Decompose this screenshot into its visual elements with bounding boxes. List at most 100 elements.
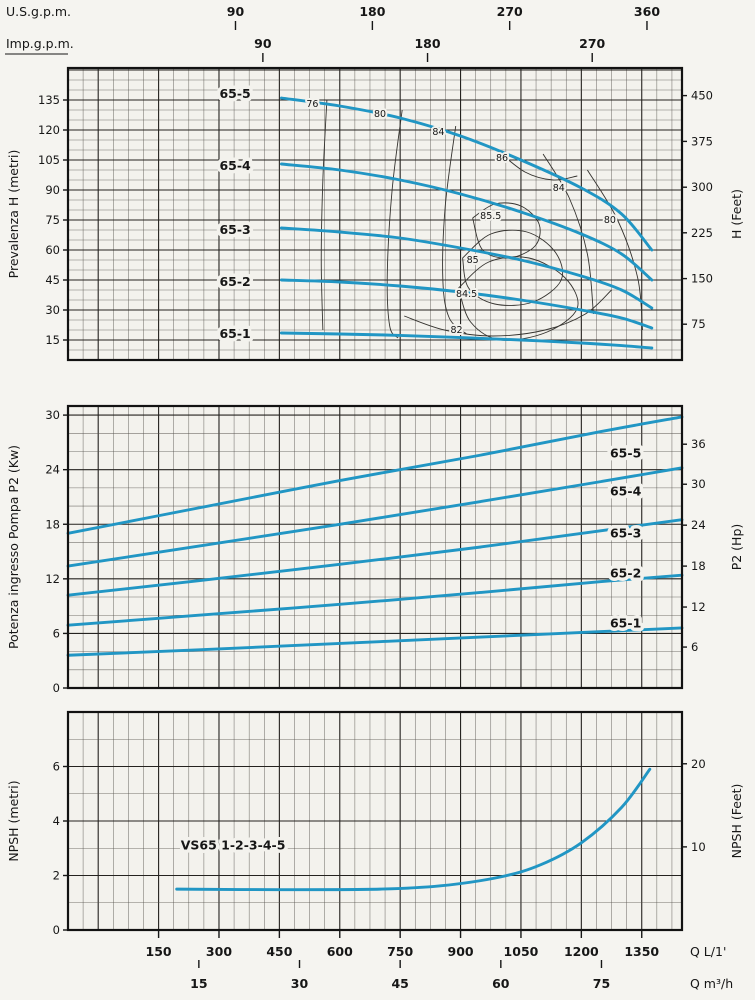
y-tick-label-right: 24 [691, 518, 706, 532]
bottom-tick-label-1: 60 [492, 976, 510, 991]
efficiency-label-85-5: 85.5 [480, 211, 501, 222]
efficiency-contour-76 [320, 99, 328, 331]
pump-curve-65-4 [66, 466, 684, 568]
y-tick-label-left: 135 [38, 93, 60, 107]
curve-label-65-3: 65-3 [219, 222, 250, 237]
axis-title-left-power-flow: Potenza ingresso Pompa P2 (Kw) [6, 445, 21, 649]
y-tick-label-left: 6 [53, 626, 60, 640]
y-tick-label-left: 105 [38, 153, 60, 167]
curve-label-vs65-1-2-3-4-5: VS65 1-2-3-4-5 [181, 838, 286, 853]
bottom-axis-unit-1: Q m³/h [690, 976, 733, 991]
curve-label-65-5: 65-5 [610, 445, 641, 460]
top-axis-unit-1: Imp.g.p.m. [6, 36, 74, 51]
y-tick-label-right: 18 [691, 559, 706, 573]
top-tick-label-1: 180 [414, 36, 440, 51]
top-tick-label-0: 180 [359, 4, 385, 19]
efficiency-label-80: 80 [374, 109, 386, 120]
bottom-tick-label-1: 45 [391, 976, 408, 991]
curve-label-65-5: 65-5 [219, 86, 250, 101]
bottom-tick-label-0: 600 [327, 944, 353, 959]
y-tick-label-left: 12 [45, 572, 60, 586]
top-axis-unit-0: U.S.g.p.m. [6, 4, 71, 19]
bottom-tick-label-0: 300 [206, 944, 232, 959]
curve-label-65-2: 65-2 [610, 565, 641, 580]
y-tick-label-right: 12 [691, 600, 706, 614]
curve-label-65-1: 65-1 [219, 326, 250, 341]
y-tick-label-right: 10 [691, 840, 706, 854]
y-tick-label-right: 36 [691, 437, 706, 451]
efficiency-contour-80 [386, 109, 403, 339]
y-tick-label-right: 30 [691, 477, 706, 491]
bottom-tick-label-1: 75 [593, 976, 610, 991]
curve-label-65-4: 65-4 [610, 484, 642, 499]
pump-curve-65-1 [66, 626, 684, 657]
efficiency-label-84-5: 84.5 [456, 289, 477, 300]
bottom-tick-label-0: 750 [387, 944, 413, 959]
bottom-tick-label-0: 1200 [564, 944, 599, 959]
efficiency-contour-84 [442, 125, 467, 335]
bottom-tick-label-1: 30 [291, 976, 309, 991]
axis-title-right-power-flow: P2 (Hp) [729, 524, 744, 571]
y-tick-label-left: 0 [53, 681, 60, 695]
efficiency-label-80: 80 [604, 215, 616, 226]
efficiency-contour-84 [542, 153, 594, 315]
y-tick-label-left: 90 [45, 183, 60, 197]
efficiency-label-86: 86 [496, 153, 508, 164]
bottom-tick-label-0: 450 [266, 944, 292, 959]
bottom-axis-unit-0: Q L/1' [690, 944, 726, 959]
efficiency-contour-80 [586, 169, 643, 331]
y-tick-label-left: 6 [53, 760, 60, 774]
top-tick-label-0: 360 [634, 4, 660, 19]
bottom-tick-label-1: 15 [190, 976, 207, 991]
efficiency-contour-86 [496, 149, 578, 181]
y-tick-label-right: 225 [691, 226, 713, 240]
y-tick-label-left: 2 [53, 869, 60, 883]
y-tick-label-right: 375 [691, 134, 713, 148]
efficiency-label-82: 82 [450, 325, 462, 336]
y-tick-label-left: 0 [53, 923, 60, 937]
bottom-tick-label-0: 900 [448, 944, 474, 959]
axis-title-right-head-flow: H (Feet) [729, 189, 744, 239]
plot-frame-head-flow [66, 66, 684, 362]
y-tick-label-left: 60 [45, 243, 60, 257]
curve-label-65-4: 65-4 [219, 158, 251, 173]
y-tick-label-left: 75 [45, 213, 60, 227]
y-tick-label-left: 120 [38, 123, 60, 137]
top-tick-label-0: 90 [227, 4, 245, 19]
y-tick-label-left: 30 [45, 408, 60, 422]
curve-label-65-3: 65-3 [610, 525, 641, 540]
y-tick-label-left: 24 [45, 463, 60, 477]
bottom-tick-label-0: 150 [146, 944, 172, 959]
y-tick-label-left: 45 [45, 273, 60, 287]
axis-title-left-head-flow: Prevalenza H (metri) [6, 150, 21, 279]
top-tick-label-1: 90 [254, 36, 272, 51]
pump-curve-65-5 [66, 415, 684, 535]
pump-curve-vs65-1-2-3-4-5 [175, 767, 652, 892]
y-tick-label-left: 30 [45, 303, 60, 317]
top-tick-label-0: 270 [497, 4, 523, 19]
y-tick-label-right: 300 [691, 180, 713, 194]
y-tick-label-right: 6 [691, 640, 698, 654]
pump-curve-65-2 [279, 278, 654, 330]
efficiency-label-76: 76 [306, 99, 318, 110]
pump-curve-65-3 [279, 226, 654, 310]
bottom-tick-label-0: 1050 [504, 944, 539, 959]
pump-curve-65-1 [279, 331, 654, 350]
plot-area-head-flow [68, 68, 682, 360]
efficiency-label-84: 84 [432, 127, 444, 138]
y-tick-label-right: 75 [691, 317, 706, 331]
y-tick-label-left: 18 [45, 517, 60, 531]
plot-frame-power-flow [66, 404, 684, 690]
curve-label-65-2: 65-2 [219, 274, 250, 289]
pump-curve-65-2 [66, 573, 684, 627]
y-tick-label-right: 450 [691, 89, 713, 103]
pump-curve-65-5 [279, 96, 654, 252]
efficiency-label-85: 85 [467, 255, 479, 266]
y-tick-label-right: 20 [691, 757, 706, 771]
bottom-tick-label-0: 1350 [624, 944, 659, 959]
axis-title-right-npsh-flow: NPSH (Feet) [729, 784, 744, 859]
y-tick-label-left: 15 [45, 333, 60, 347]
pump-curve-65-3 [66, 518, 684, 597]
